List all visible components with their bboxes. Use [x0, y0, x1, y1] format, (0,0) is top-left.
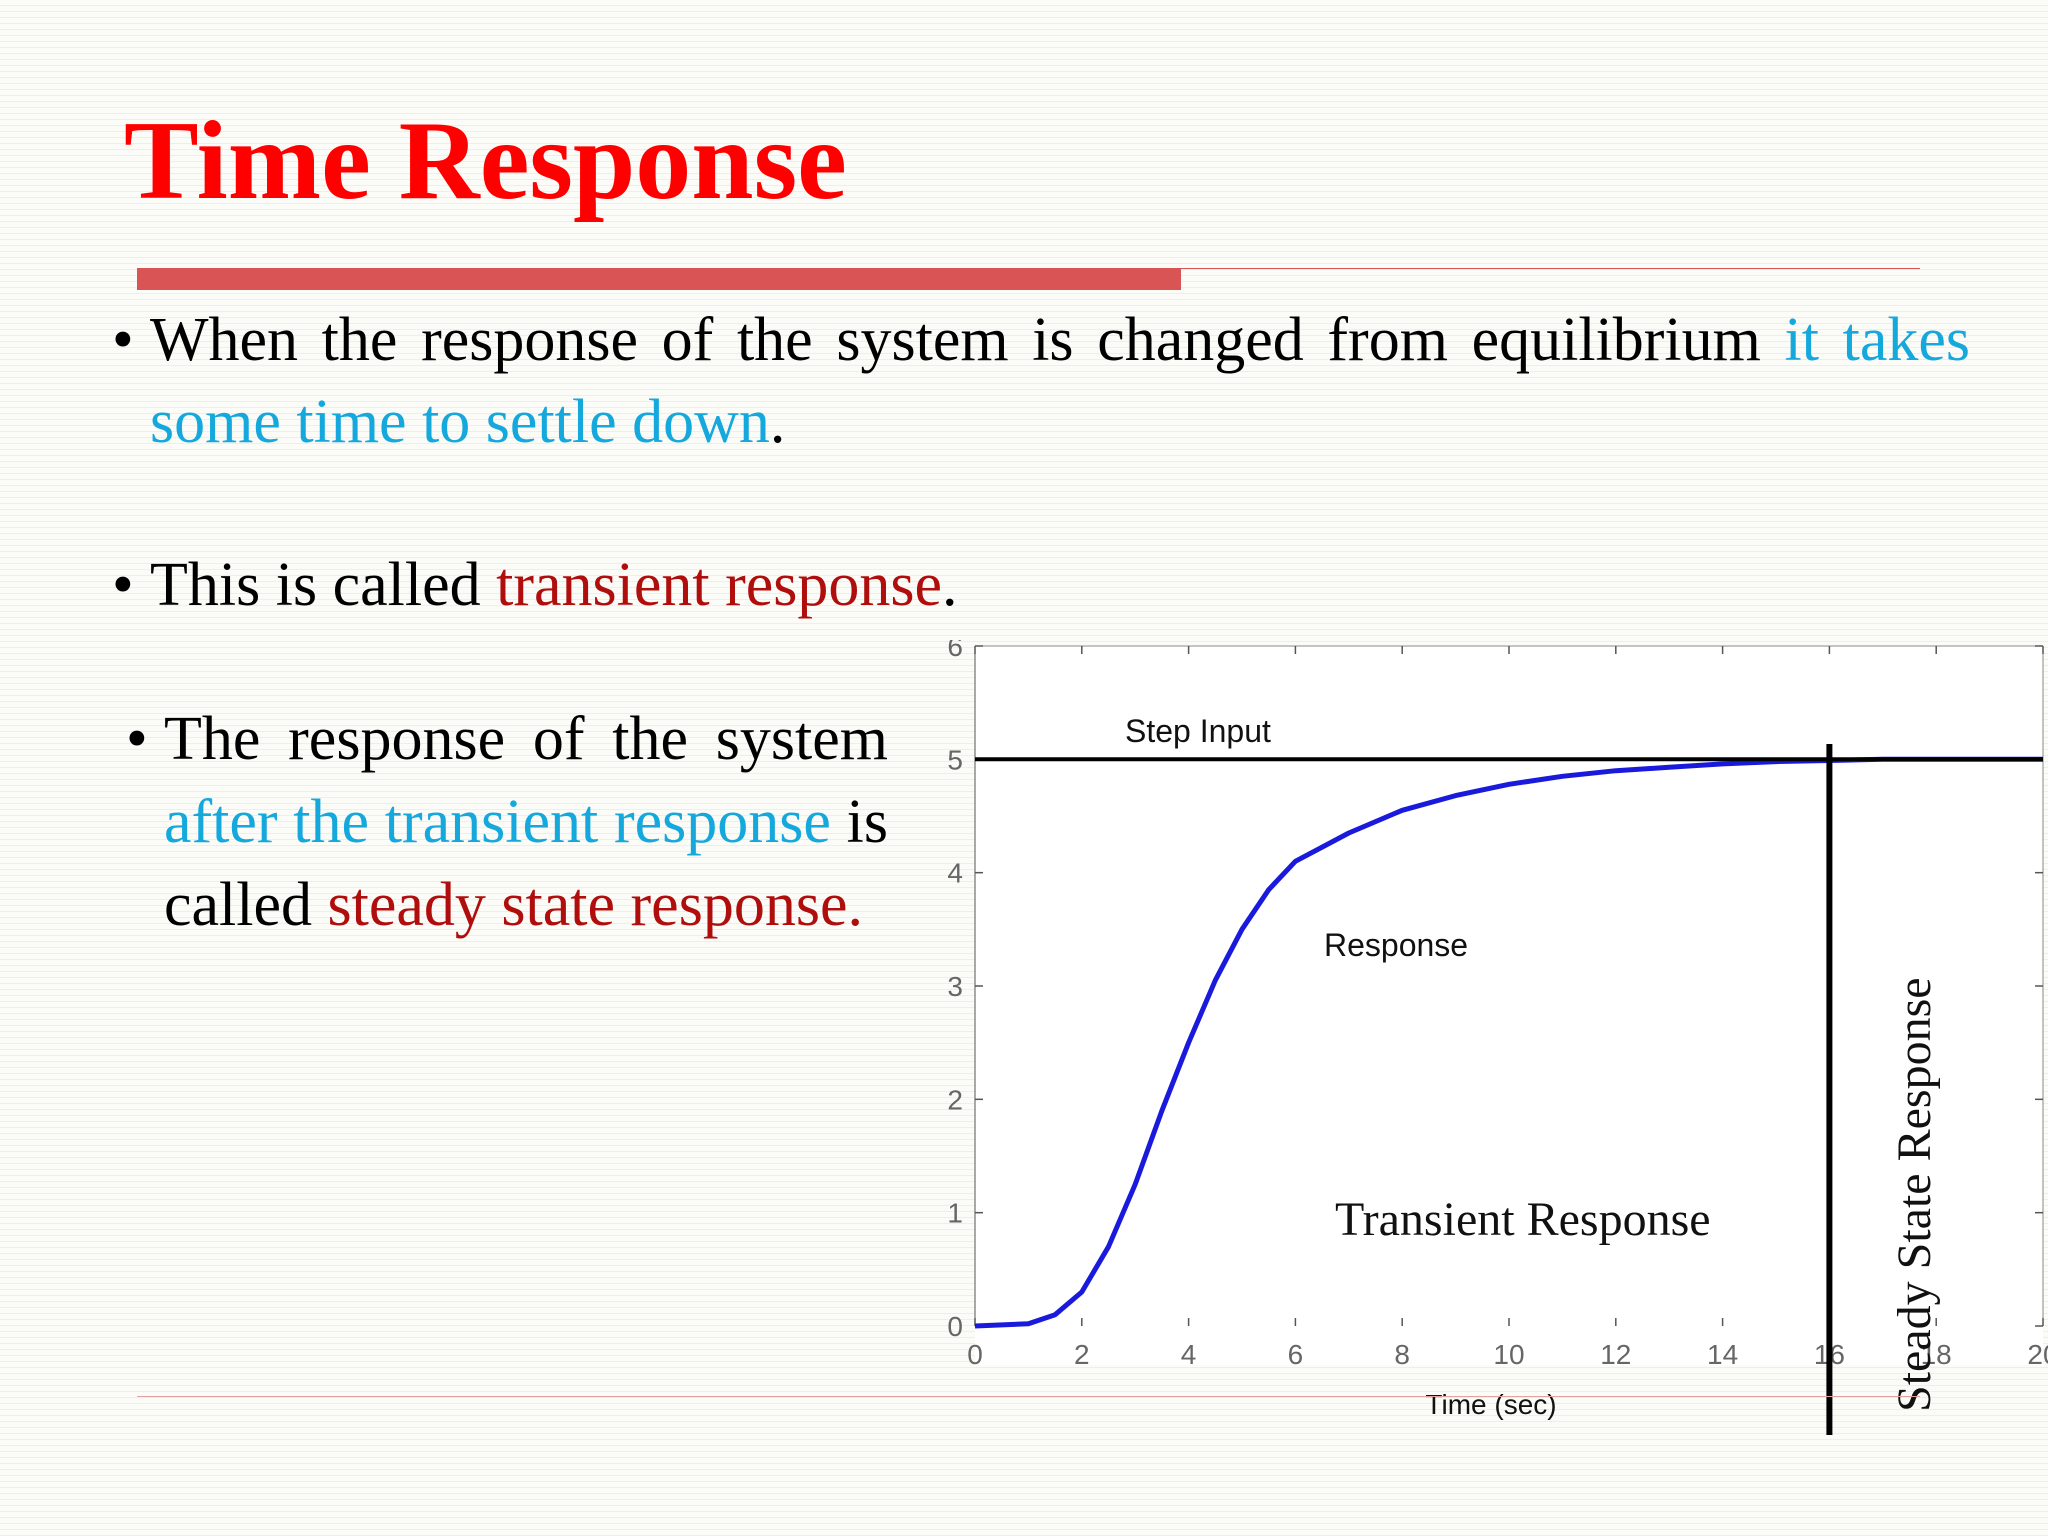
steady-state-response-label: Steady State Response: [1888, 977, 1941, 1412]
footer-rule: [137, 1396, 1920, 1397]
bullet-2: • This is called transient response.: [112, 544, 1650, 626]
x-tick-label: 8: [1394, 1339, 1410, 1370]
y-tick-label: 1: [947, 1198, 963, 1229]
bullet-3-highlight-2: steady state response.: [327, 871, 863, 939]
transient-response-label: Transient Response: [1335, 1193, 1711, 1246]
x-tick-label: 18: [1921, 1339, 1952, 1370]
bullet-dot: •: [112, 551, 134, 619]
time-response-chart: 024681012141618200123456 Time (sec) Step…: [947, 640, 2048, 1435]
title-underline-rule: [1181, 268, 1920, 269]
x-axis-label: Time (sec): [1425, 1389, 1556, 1420]
bullet-3-highlight: after the transient response: [164, 788, 831, 856]
y-tick-label: 4: [947, 858, 963, 889]
bullet-1-text: When the response of the system is chang…: [150, 306, 1785, 374]
y-tick-label: 0: [947, 1311, 963, 1342]
x-tick-label: 2: [1074, 1339, 1090, 1370]
bullet-1-highlight: it takes some time to settle down: [150, 306, 1971, 456]
y-tick-label: 5: [947, 744, 963, 775]
x-tick-label: 20: [2027, 1339, 2048, 1370]
bullet-1: • When the response of the system is chan…: [112, 299, 1971, 463]
bullet-3-text-2: is called: [164, 788, 889, 939]
x-tick-label: 10: [1493, 1339, 1524, 1370]
x-tick-label: 4: [1181, 1339, 1197, 1370]
bullet-dot: •: [126, 705, 148, 773]
x-tick-label: 14: [1707, 1339, 1738, 1370]
bullet-2-text: This is called: [150, 551, 497, 619]
bullet-2-highlight: transient response: [496, 551, 943, 619]
title-underline-bar: [137, 268, 1181, 290]
step-input-label: Step Input: [1125, 713, 1271, 749]
y-tick-label: 3: [947, 971, 963, 1002]
bullet-2-period: .: [942, 551, 958, 619]
bullet-1-period: .: [769, 388, 786, 456]
x-tick-label: 12: [1600, 1339, 1631, 1370]
bullet-dot: •: [112, 306, 134, 374]
chart-backdrop: [975, 645, 2043, 1365]
bullet-3: • The response of the system after the tr…: [126, 698, 889, 947]
response-label: Response: [1324, 927, 1468, 963]
x-tick-label: 0: [967, 1339, 983, 1370]
bullet-3-text: The response of the system: [164, 705, 888, 773]
y-tick-label: 2: [947, 1084, 963, 1115]
x-tick-label: 6: [1288, 1339, 1304, 1370]
slide-title: Time Response: [124, 99, 847, 223]
y-tick-label: 6: [947, 640, 963, 662]
